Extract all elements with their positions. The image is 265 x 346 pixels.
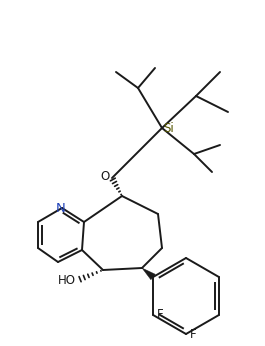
- Text: HO: HO: [58, 273, 76, 286]
- Text: F: F: [190, 328, 197, 340]
- Text: O: O: [101, 171, 110, 183]
- Text: N: N: [56, 201, 66, 215]
- Polygon shape: [142, 268, 155, 280]
- Text: F: F: [157, 309, 164, 321]
- Text: Si: Si: [163, 121, 174, 135]
